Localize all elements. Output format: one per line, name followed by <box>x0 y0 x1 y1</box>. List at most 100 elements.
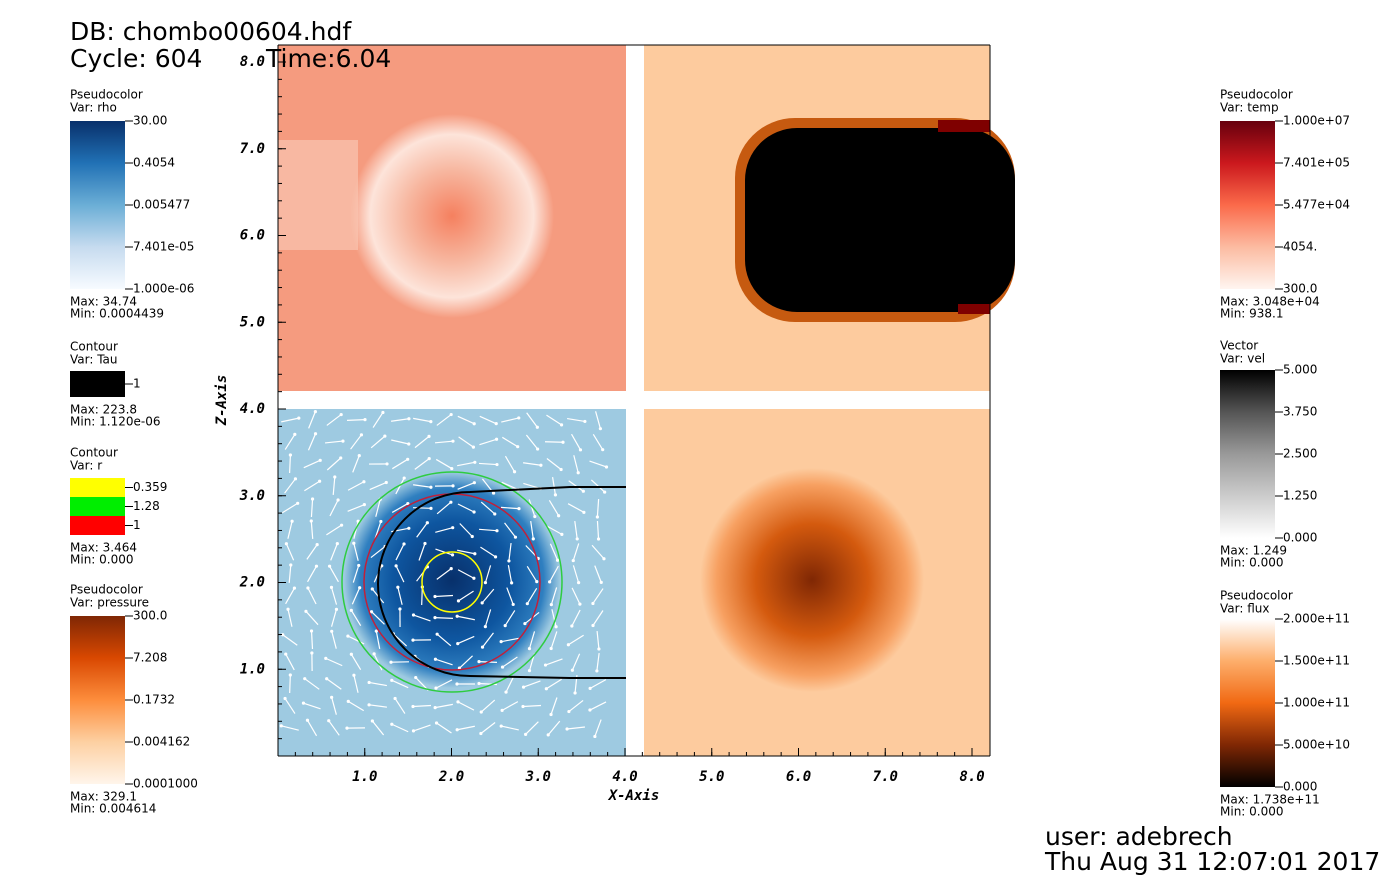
vector-head <box>554 625 558 629</box>
vector-arrow <box>285 543 295 561</box>
vector-arrow <box>526 588 538 604</box>
vector-arrow <box>330 543 338 561</box>
vector-arrow <box>505 675 515 693</box>
vector-arrow <box>414 458 430 470</box>
vector-head <box>330 695 334 699</box>
rho-tail <box>278 140 358 250</box>
vector-arrow <box>435 548 453 556</box>
vector-arrow <box>325 657 343 667</box>
vector-arrow <box>310 630 314 650</box>
vector-arrow <box>435 679 453 689</box>
vector-head <box>406 501 410 506</box>
vector-arrow <box>331 631 337 649</box>
vector-arrow <box>574 521 578 539</box>
vector-head <box>494 422 498 426</box>
vector-head <box>512 470 517 474</box>
vector-arrow <box>303 702 321 710</box>
vector-arrow <box>347 635 365 645</box>
vector-arrow <box>550 631 558 649</box>
vector-arrow <box>412 507 432 509</box>
vector-arrow <box>484 609 492 627</box>
vector-arrow <box>484 565 492 583</box>
vector-head <box>345 726 349 730</box>
vector-arrow <box>284 478 296 494</box>
vector-arrow <box>549 565 559 583</box>
legend-tick-label: 0.4054 <box>133 156 175 170</box>
vector-head <box>559 467 563 472</box>
vector-head <box>379 519 383 524</box>
vector-head <box>318 479 322 483</box>
vector-arrow <box>307 565 317 583</box>
legend-max: Max: 329.1 <box>70 790 137 804</box>
vector-head <box>362 503 366 507</box>
z-tick-label: 7.0 <box>240 141 265 157</box>
vector-head <box>390 678 394 682</box>
vector-arrow <box>285 587 295 605</box>
vector-arrow <box>281 725 299 731</box>
vector-arrow <box>434 617 454 619</box>
vector-arrow <box>457 549 475 555</box>
vector-head <box>516 445 520 449</box>
vector-head <box>327 564 332 568</box>
vector-arrow <box>596 498 600 518</box>
vector-head <box>473 552 477 556</box>
vector-head <box>588 686 592 690</box>
vector-head <box>296 501 300 505</box>
vector-arrow <box>289 674 291 694</box>
legend-min: Min: 0.000 <box>1220 805 1284 819</box>
vector-head <box>495 462 499 467</box>
vector-head <box>281 633 285 637</box>
legend-max: Max: 223.8 <box>70 403 137 417</box>
vector-head <box>531 537 535 541</box>
vector-head <box>339 456 343 460</box>
vector-head <box>553 493 558 497</box>
vector-arrow <box>310 520 314 540</box>
vector-arrow <box>589 679 607 689</box>
contour-green <box>341 471 563 693</box>
vector-head <box>477 660 481 664</box>
legend-tick-label: 4054. <box>1283 240 1317 254</box>
user: user: adebrech <box>1045 822 1233 851</box>
vector-head <box>601 448 605 452</box>
vector-head <box>493 512 497 516</box>
vector-arrow <box>303 459 321 469</box>
vector-arrow <box>434 594 454 598</box>
vector-head <box>544 687 548 691</box>
x-tick-label: 7.0 <box>873 769 898 785</box>
vector-head <box>483 581 488 585</box>
vector-head <box>533 514 537 519</box>
vector-head <box>549 603 553 607</box>
vector-head <box>283 696 287 701</box>
legend-var: Var: rho <box>70 101 117 115</box>
z-tick-label: 3.0 <box>239 488 265 504</box>
vector-arrow <box>573 455 579 473</box>
vector-head <box>503 624 507 628</box>
vector-head <box>524 732 528 736</box>
vector-head <box>341 439 345 443</box>
legend-max: Max: 3.464 <box>70 541 137 555</box>
vector-arrow <box>504 610 516 626</box>
vector-head <box>565 727 569 731</box>
vector-arrow <box>304 480 320 492</box>
vector-head <box>288 453 292 457</box>
vector-head <box>582 510 586 514</box>
vector-arrow <box>592 588 604 604</box>
vector-arrow <box>330 587 338 605</box>
vector-arrow <box>596 520 600 540</box>
vector-arrow <box>372 412 384 428</box>
vector-arrow <box>282 502 298 514</box>
vector-head <box>359 433 364 437</box>
legend-var: Var: r <box>70 459 102 473</box>
vector-arrow <box>413 484 431 488</box>
cycle: Cycle: 604 <box>70 44 202 73</box>
vector-arrow <box>347 481 365 491</box>
date: Thu Aug 31 12:07:01 2017 <box>1044 847 1380 876</box>
vector-head <box>477 681 481 686</box>
vector-head <box>450 466 454 471</box>
vector-arrow <box>353 543 359 561</box>
vector-head <box>429 485 433 489</box>
vector-arrow <box>596 652 600 672</box>
vector-head <box>546 733 550 737</box>
vector-head <box>451 439 455 443</box>
vector-head <box>450 553 455 557</box>
